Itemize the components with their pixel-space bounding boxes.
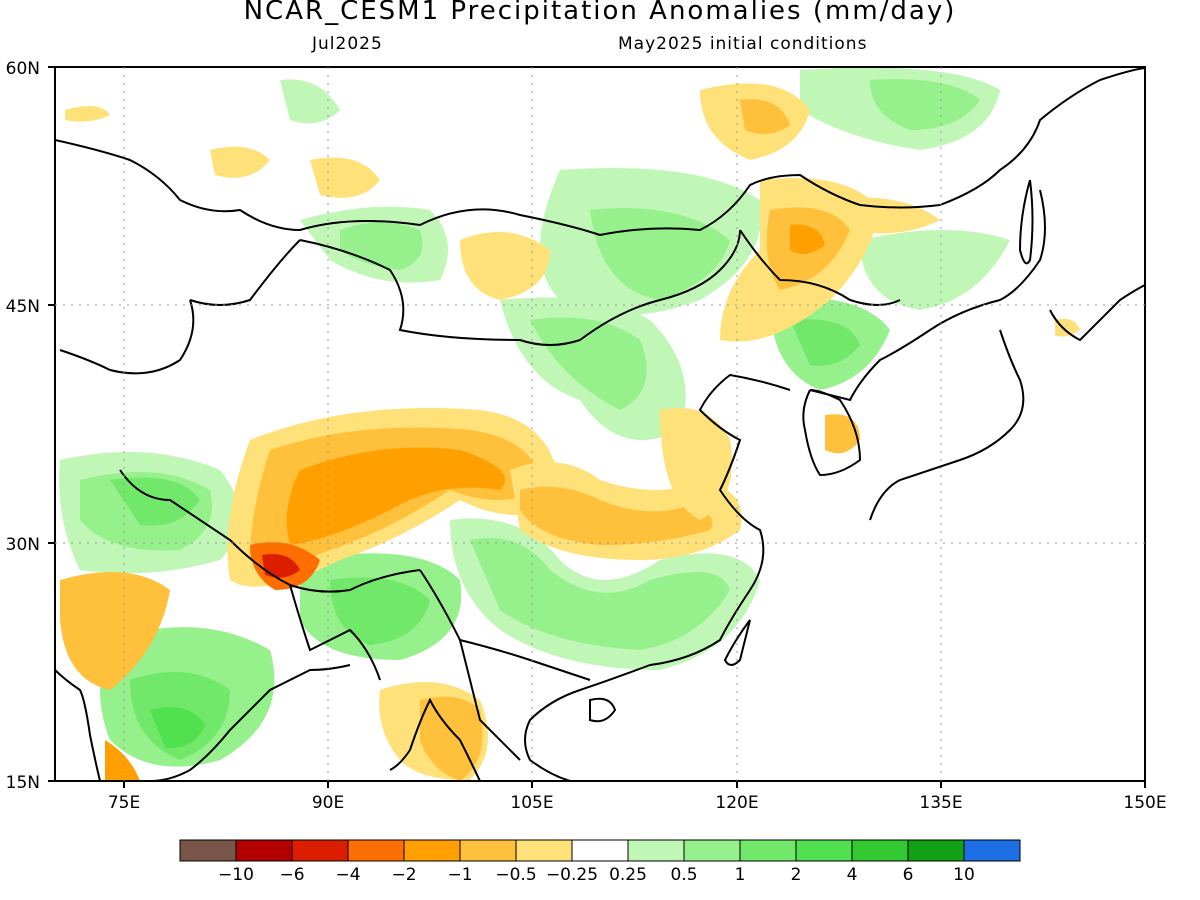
coastline-borders bbox=[55, 67, 1145, 781]
map-title: NCAR_CESM1 Precipitation Anomalies (mm/d… bbox=[243, 0, 957, 26]
colorbar-swatch bbox=[571, 839, 629, 862]
colorbar-tick-label: −0.25 bbox=[546, 865, 598, 885]
colorbar-swatch bbox=[291, 839, 349, 862]
coastline-korea-china bbox=[802, 389, 862, 477]
colorbar-legend: −10 −6 −4 −2 −1 −0.5 −0.25 0.25 0.5 1 2 4 6 10 bbox=[179, 839, 1021, 885]
dry-anomaly-west-siberia bbox=[210, 146, 270, 178]
dry-anomaly-northeast-china bbox=[790, 224, 825, 254]
wet-anomaly-himalaya bbox=[110, 477, 200, 526]
colorbar-tick-label: 2 bbox=[791, 865, 802, 885]
colorbar-swatch bbox=[235, 839, 293, 862]
dry-anomaly-east-china bbox=[660, 408, 732, 520]
colorbar-tick-label: −10 bbox=[218, 865, 254, 885]
colorbar-tick-label: −0.5 bbox=[495, 865, 536, 885]
colorbar-swatch bbox=[515, 839, 573, 862]
colorbar-tick-label: 4 bbox=[847, 865, 858, 885]
lon-label-90e: 90E bbox=[312, 793, 344, 813]
colorbar-tick-label: 10 bbox=[953, 865, 975, 885]
lon-label-105e: 105E bbox=[510, 793, 553, 813]
coastline-east-china bbox=[524, 373, 791, 781]
wet-anomaly-far-east bbox=[860, 230, 1010, 310]
colorbar-swatch bbox=[459, 839, 517, 862]
colorbar-tick-label: 1 bbox=[735, 865, 746, 885]
dry-anomaly-indochina bbox=[420, 696, 483, 781]
wet-anomaly-north-central-asia bbox=[280, 79, 340, 124]
border-china-russia-east bbox=[739, 229, 901, 306]
coastline-southeast-asia bbox=[389, 697, 481, 781]
valid-month-label: Jul2025 bbox=[312, 34, 383, 54]
dry-anomaly-siberia bbox=[740, 99, 790, 134]
colorbar-tick-label: 0.5 bbox=[670, 865, 697, 885]
coastline-pacific bbox=[809, 189, 1046, 402]
coastline-hainan bbox=[589, 697, 617, 723]
colorbar-tick-label: −4 bbox=[335, 865, 360, 885]
wet-anomaly-south-china bbox=[470, 538, 730, 650]
wet-anomaly-southeast-asia bbox=[330, 577, 430, 645]
border-china-kazakhstan bbox=[189, 239, 301, 306]
lat-label-45n: 45N bbox=[6, 297, 40, 317]
lat-label-15n: 15N bbox=[6, 773, 40, 793]
wet-anomaly-northeast-china bbox=[790, 319, 860, 366]
lon-label-135e: 135E bbox=[919, 793, 962, 813]
latitude-labels: 60N 45N 30N 15N bbox=[6, 59, 40, 793]
colorbar-swatch bbox=[851, 839, 909, 862]
colorbar-tick-label: −6 bbox=[279, 865, 304, 885]
coastline-bay-of-bengal bbox=[149, 664, 351, 781]
border-china-south bbox=[419, 569, 591, 681]
colorbar-swatch bbox=[627, 839, 685, 862]
coastline-taiwan bbox=[723, 619, 751, 666]
coastline-arctic bbox=[55, 139, 941, 237]
dry-anomaly-central-china bbox=[520, 486, 713, 545]
coastline-sakhalin bbox=[1018, 179, 1034, 265]
coastline-japan bbox=[869, 329, 1025, 521]
coastline-arctic bbox=[939, 67, 1145, 206]
border-china-south bbox=[119, 469, 421, 593]
lat-label-60n: 60N bbox=[6, 59, 40, 79]
lon-label-75e: 75E bbox=[108, 793, 140, 813]
colorbar-tick-label: 6 bbox=[903, 865, 914, 885]
dry-anomaly-mongolia bbox=[460, 232, 550, 300]
colorbar-tick-label: 0.25 bbox=[609, 865, 647, 885]
colorbar-swatch bbox=[403, 839, 461, 862]
colorbar-tick-label: −2 bbox=[391, 865, 416, 885]
wet-anomaly-siberia bbox=[870, 79, 980, 130]
colorbar-tick-label: −1 bbox=[447, 865, 472, 885]
border-india-myanmar bbox=[289, 584, 381, 681]
coastline-west-india bbox=[55, 669, 101, 781]
colorbar-swatch bbox=[347, 839, 405, 862]
dry-anomaly-southwest-india bbox=[105, 740, 140, 781]
colorbar-swatch bbox=[795, 839, 853, 862]
border-china-west bbox=[59, 299, 195, 375]
longitude-labels: 75E 90E 105E 120E 135E 150E bbox=[108, 793, 1167, 813]
colorbar-swatch bbox=[739, 839, 797, 862]
colorbar-swatch bbox=[907, 839, 965, 862]
colorbar-swatch bbox=[963, 839, 1021, 862]
wet-anomaly-central-india bbox=[150, 707, 205, 749]
lon-label-120e: 120E bbox=[715, 793, 758, 813]
dry-anomaly-korea bbox=[825, 414, 860, 454]
init-conditions-label: May2025 initial conditions bbox=[618, 34, 868, 54]
border-mongolia bbox=[299, 229, 741, 346]
lon-label-150e: 150E bbox=[1123, 793, 1166, 813]
dry-anomaly-tibet bbox=[262, 554, 300, 578]
dry-anomaly-west-india bbox=[60, 572, 170, 690]
dry-anomaly-west-siberia bbox=[310, 157, 380, 198]
dry-anomaly-tibet bbox=[286, 447, 505, 545]
colorbar-swatch bbox=[179, 839, 237, 862]
wet-anomaly-inner-mongolia bbox=[530, 317, 647, 410]
lat-label-30n: 30N bbox=[6, 535, 40, 555]
anomaly-field bbox=[59, 67, 1080, 781]
border-indochina bbox=[459, 639, 521, 761]
colorbar-swatch bbox=[683, 839, 741, 862]
dry-anomaly-japan bbox=[1055, 318, 1080, 337]
dry-anomaly-west-siberia bbox=[65, 106, 110, 122]
coastline-japan bbox=[1049, 284, 1145, 342]
map-frame bbox=[48, 66, 1146, 788]
